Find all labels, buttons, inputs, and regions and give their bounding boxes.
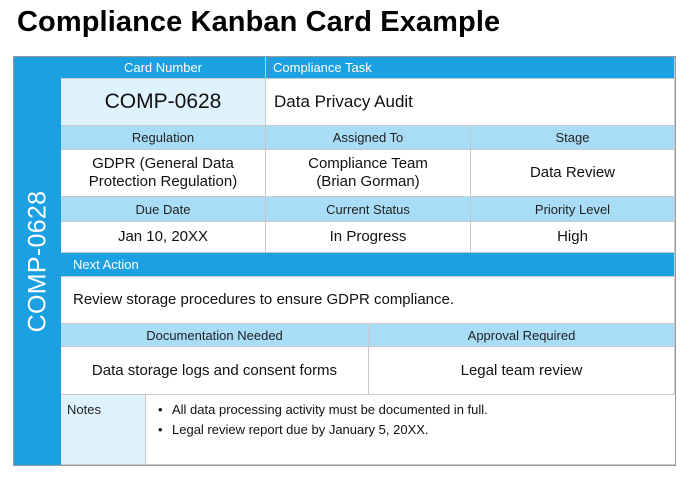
current-status-value: In Progress [266,222,471,253]
list-item: • All data processing activity must be do… [158,400,488,420]
regulation-value: GDPR (General Data Protection Regulation… [61,150,266,197]
priority-level-header: Priority Level [471,197,675,222]
stage-header: Stage [471,126,675,150]
page-title: Compliance Kanban Card Example [17,6,501,38]
spine-label: COMP-0628 [23,190,52,332]
assigned-to-header: Assigned To [266,126,471,150]
priority-level-value: High [471,222,675,253]
note-text: All data processing activity must be doc… [172,402,488,417]
bullet-icon: • [158,422,163,437]
due-date-header: Due Date [61,197,266,222]
next-action-value: Review storage procedures to ensure GDPR… [61,277,675,324]
notes-list: • All data processing activity must be do… [146,395,675,465]
compliance-task-value: Data Privacy Audit [266,79,675,126]
approval-required-value: Legal team review [369,347,675,395]
stage-value: Data Review [471,150,675,197]
notes-label: Notes [61,395,146,465]
documentation-needed-header: Documentation Needed [61,324,369,347]
card-number-value: COMP-0628 [61,79,266,126]
note-text: Legal review report due by January 5, 20… [172,422,429,437]
approval-required-header: Approval Required [369,324,675,347]
next-action-header: Next Action [61,253,675,277]
current-status-header: Current Status [266,197,471,222]
kanban-card: COMP-0628 Card Number Compliance Task CO… [13,56,676,466]
card-spine: COMP-0628 [14,57,61,465]
due-date-value: Jan 10, 20XX [61,222,266,253]
assigned-to-value: Compliance Team (Brian Gorman) [266,150,471,197]
compliance-task-header: Compliance Task [266,57,675,79]
regulation-header: Regulation [61,126,266,150]
documentation-needed-value: Data storage logs and consent forms [61,347,369,395]
bullet-icon: • [158,402,163,417]
list-item: • Legal review report due by January 5, 2… [158,420,488,440]
card-number-header: Card Number [61,57,266,79]
